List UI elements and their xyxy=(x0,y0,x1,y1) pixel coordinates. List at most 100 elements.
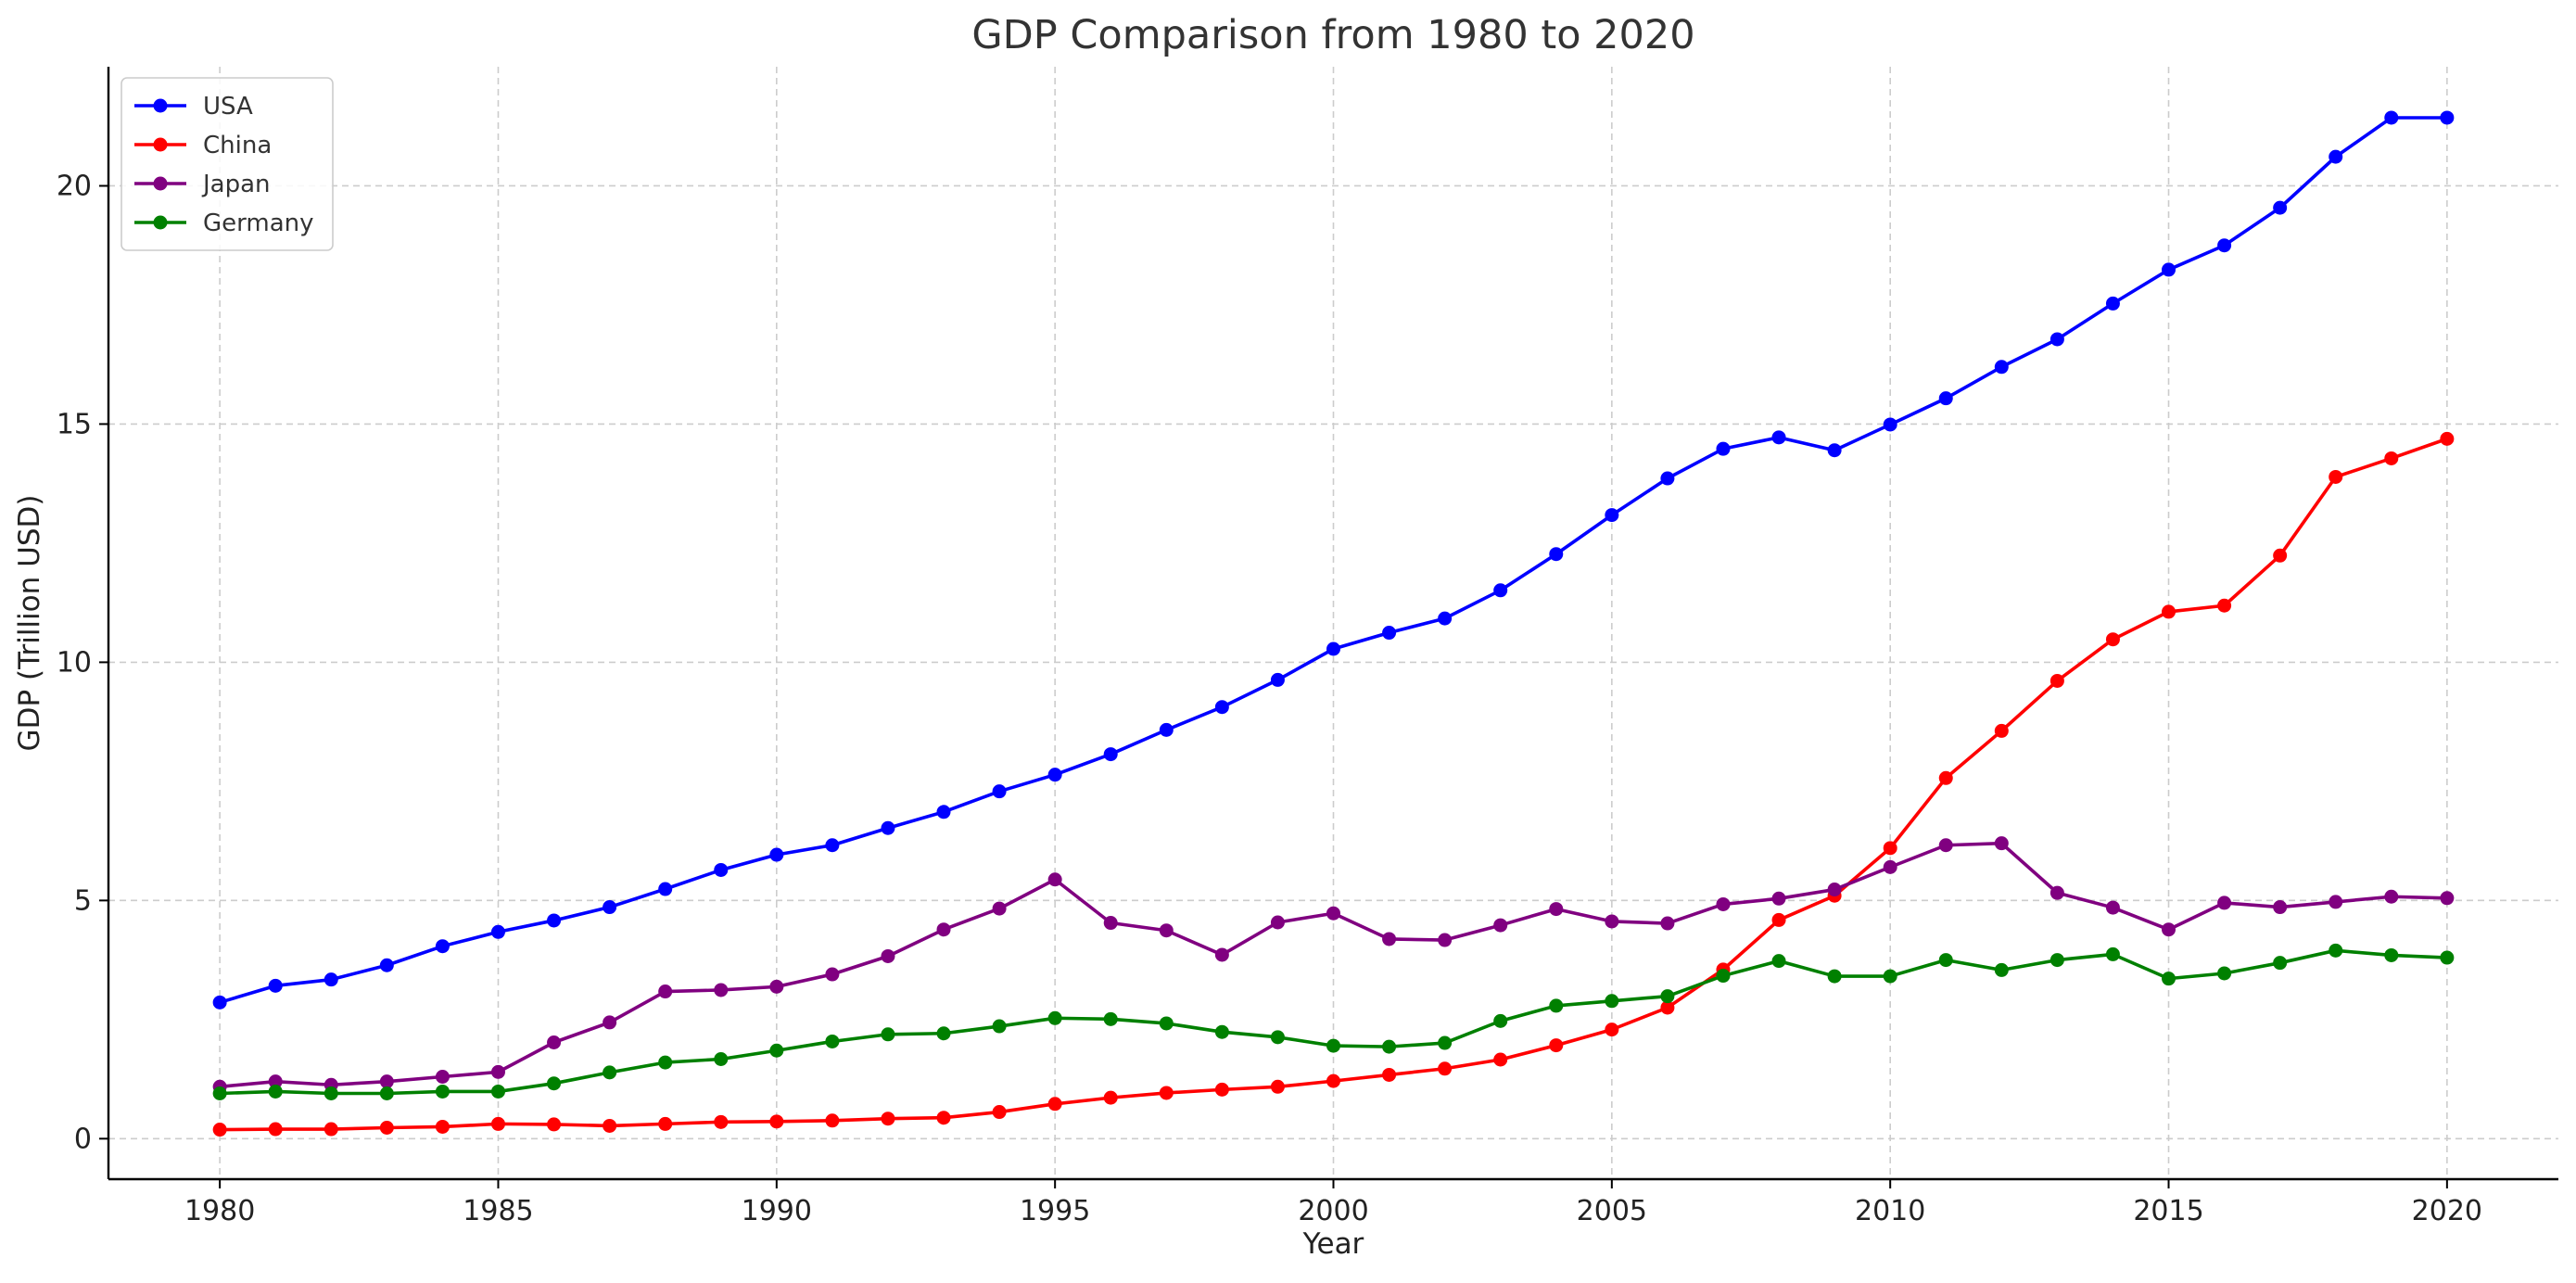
data-point xyxy=(825,1034,840,1048)
data-point xyxy=(2162,922,2176,937)
x-tick-label: 1990 xyxy=(742,1195,812,1227)
data-point xyxy=(2384,947,2399,962)
data-point xyxy=(1214,1082,1229,1097)
data-point xyxy=(1438,1035,1453,1050)
data-point xyxy=(2217,896,2232,910)
x-tick-label: 1980 xyxy=(184,1195,255,1227)
legend-label: Japan xyxy=(201,171,271,198)
legend-label: Germany xyxy=(203,210,314,237)
data-point xyxy=(379,1074,394,1089)
x-tick-label: 2000 xyxy=(1298,1195,1368,1227)
data-point xyxy=(1549,902,1564,917)
data-point xyxy=(1103,1011,1118,1026)
series-japan xyxy=(212,836,2455,1094)
data-point xyxy=(1326,1038,1340,1053)
data-point xyxy=(992,1019,1007,1034)
data-point xyxy=(1326,642,1340,656)
data-point xyxy=(1159,1016,1174,1031)
data-point xyxy=(992,784,1007,799)
series-usa xyxy=(212,110,2455,1010)
data-point xyxy=(1326,1073,1340,1088)
data-point xyxy=(1382,626,1397,641)
data-point xyxy=(1214,1024,1229,1039)
data-point xyxy=(1771,912,1786,927)
data-point xyxy=(324,972,338,987)
data-point xyxy=(714,1051,729,1066)
data-point xyxy=(1994,836,2009,851)
data-point xyxy=(1047,768,1062,782)
data-point xyxy=(658,984,673,999)
data-point xyxy=(2273,200,2288,215)
data-point xyxy=(547,1035,562,1050)
data-point xyxy=(1994,962,2009,977)
data-point xyxy=(1771,430,1786,445)
data-point xyxy=(603,1065,617,1080)
data-point xyxy=(435,939,450,954)
legend-label: USA xyxy=(203,93,253,121)
data-point xyxy=(435,1084,450,1099)
data-point xyxy=(936,1026,951,1041)
data-point xyxy=(658,1055,673,1070)
data-point xyxy=(769,1114,784,1129)
data-point xyxy=(1549,547,1564,562)
data-point xyxy=(1994,723,2009,738)
data-point xyxy=(2105,296,2120,311)
x-tick-label: 2020 xyxy=(2412,1195,2482,1227)
legend-label: China xyxy=(203,132,272,159)
x-tick-label: 2005 xyxy=(1577,1195,1647,1227)
data-point xyxy=(1103,747,1118,762)
data-point xyxy=(1605,508,1619,523)
data-point xyxy=(1605,994,1619,1009)
data-point xyxy=(2440,950,2455,965)
data-point xyxy=(603,1118,617,1133)
chart-title: GDP Comparison from 1980 to 2020 xyxy=(971,12,1694,58)
data-point xyxy=(2049,673,2064,688)
data-point xyxy=(658,1116,673,1131)
data-point xyxy=(714,1114,729,1129)
data-point xyxy=(1047,1097,1062,1112)
data-point xyxy=(1214,947,1229,962)
data-point xyxy=(2105,946,2120,961)
data-point xyxy=(2440,891,2455,906)
data-point xyxy=(1159,722,1174,737)
data-point xyxy=(881,948,895,963)
data-point xyxy=(2329,149,2343,164)
y-tick-label: 15 xyxy=(57,408,92,440)
data-point xyxy=(714,862,729,877)
data-point xyxy=(435,1070,450,1085)
data-point xyxy=(2329,895,2343,909)
legend-swatch-marker xyxy=(153,176,168,191)
data-point xyxy=(1326,906,1340,921)
data-point xyxy=(658,882,673,896)
data-point xyxy=(603,900,617,915)
data-point xyxy=(1716,896,1731,911)
data-point xyxy=(1438,1061,1453,1076)
data-point xyxy=(2217,598,2232,613)
data-point xyxy=(1270,915,1285,930)
data-point xyxy=(769,1043,784,1058)
data-point xyxy=(1382,1067,1397,1082)
legend-swatch-marker xyxy=(153,215,168,230)
data-point xyxy=(1047,1010,1062,1025)
data-point xyxy=(2217,238,2232,253)
data-point xyxy=(714,983,729,997)
data-point xyxy=(1827,443,1842,458)
data-point xyxy=(324,1122,338,1137)
data-point xyxy=(268,1074,283,1089)
data-point xyxy=(2162,604,2176,619)
data-point xyxy=(1938,953,1953,968)
y-axis-title: GDP (Trillion USD) xyxy=(13,495,46,752)
data-point xyxy=(1214,700,1229,715)
data-point xyxy=(490,924,505,939)
ticks: 1980 1985 1990 1995 2000 2005 2010 2015 20200510… xyxy=(57,170,2482,1227)
data-point xyxy=(1382,932,1397,946)
data-point xyxy=(1549,998,1564,1013)
data-point xyxy=(1493,1052,1508,1067)
data-point xyxy=(992,1105,1007,1120)
data-point xyxy=(769,979,784,994)
series xyxy=(212,110,2455,1137)
data-point xyxy=(2105,900,2120,915)
data-point xyxy=(1883,841,1897,856)
data-point xyxy=(2329,943,2343,958)
